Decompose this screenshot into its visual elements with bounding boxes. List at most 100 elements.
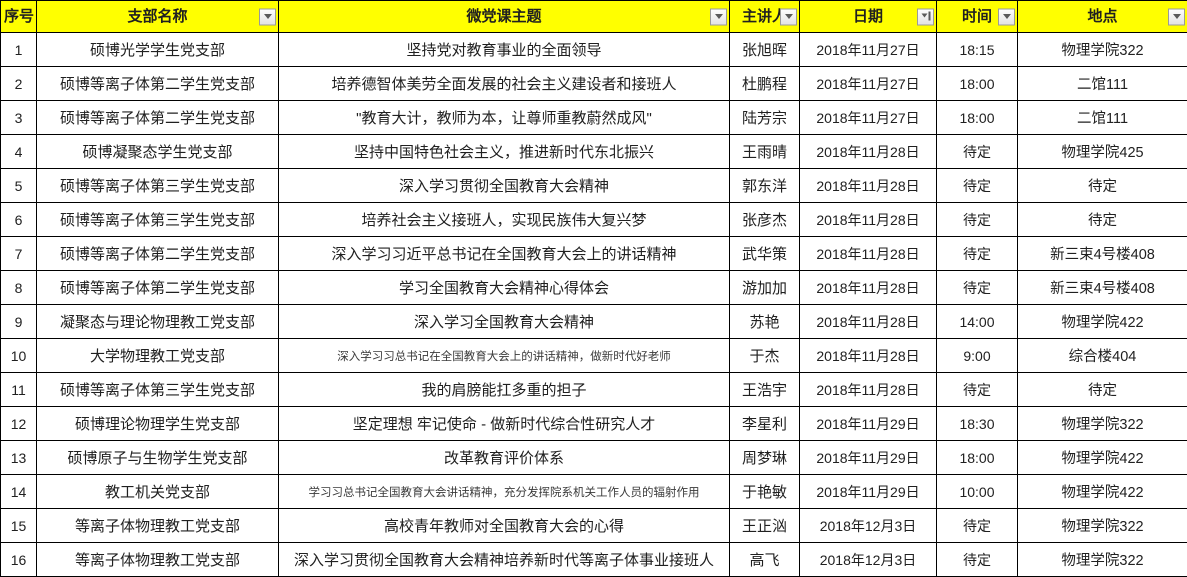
cell-time[interactable]: 10:00: [937, 475, 1018, 509]
cell-speaker[interactable]: 于艳敏: [730, 475, 800, 509]
cell-date[interactable]: 2018年12月3日: [800, 509, 937, 543]
cell-index[interactable]: 4: [1, 135, 37, 169]
cell-date[interactable]: 2018年11月29日: [800, 441, 937, 475]
cell-time[interactable]: 18:00: [937, 101, 1018, 135]
cell-index[interactable]: 12: [1, 407, 37, 441]
cell-topic[interactable]: 高校青年教师对全国教育大会的心得: [279, 509, 730, 543]
cell-date[interactable]: 2018年12月3日: [800, 543, 937, 577]
cell-topic[interactable]: 深入学习习近平总书记在全国教育大会上的讲话精神: [279, 237, 730, 271]
cell-topic[interactable]: "教育大计，教师为本，让尊师重教蔚然成风": [279, 101, 730, 135]
cell-place[interactable]: 物理学院322: [1018, 33, 1187, 67]
cell-place[interactable]: 二馆111: [1018, 101, 1187, 135]
cell-topic[interactable]: 培养德智体美劳全面发展的社会主义建设者和接班人: [279, 67, 730, 101]
cell-index[interactable]: 6: [1, 203, 37, 237]
cell-branch[interactable]: 大学物理教工党支部: [37, 339, 279, 373]
column-header-branch[interactable]: 支部名称: [37, 1, 279, 33]
cell-date[interactable]: 2018年11月28日: [800, 169, 937, 203]
cell-date[interactable]: 2018年11月28日: [800, 135, 937, 169]
cell-topic[interactable]: 坚持党对教育事业的全面领导: [279, 33, 730, 67]
cell-speaker[interactable]: 王雨晴: [730, 135, 800, 169]
cell-place[interactable]: 物理学院425: [1018, 135, 1187, 169]
cell-speaker[interactable]: 张彦杰: [730, 203, 800, 237]
cell-date[interactable]: 2018年11月28日: [800, 305, 937, 339]
cell-branch[interactable]: 硕博光学学生党支部: [37, 33, 279, 67]
cell-index[interactable]: 9: [1, 305, 37, 339]
cell-speaker[interactable]: 周梦琳: [730, 441, 800, 475]
cell-time[interactable]: 待定: [937, 237, 1018, 271]
cell-index[interactable]: 7: [1, 237, 37, 271]
cell-speaker[interactable]: 郭东洋: [730, 169, 800, 203]
cell-time[interactable]: 待定: [937, 135, 1018, 169]
cell-speaker[interactable]: 李星利: [730, 407, 800, 441]
cell-branch[interactable]: 教工机关党支部: [37, 475, 279, 509]
column-header-index[interactable]: 序号: [1, 1, 37, 33]
cell-topic[interactable]: 学习习总书记全国教育大会讲话精神，充分发挥院系机关工作人员的辐射作用: [279, 475, 730, 509]
cell-speaker[interactable]: 高飞: [730, 543, 800, 577]
cell-index[interactable]: 1: [1, 33, 37, 67]
cell-branch[interactable]: 硕博等离子体第二学生党支部: [37, 237, 279, 271]
cell-speaker[interactable]: 武华策: [730, 237, 800, 271]
cell-speaker[interactable]: 张旭晖: [730, 33, 800, 67]
cell-speaker[interactable]: 王正汹: [730, 509, 800, 543]
cell-index[interactable]: 8: [1, 271, 37, 305]
cell-speaker[interactable]: 陆芳宗: [730, 101, 800, 135]
cell-branch[interactable]: 硕博等离子体第三学生党支部: [37, 373, 279, 407]
filter-dropdown-icon-time[interactable]: [998, 8, 1015, 25]
cell-time[interactable]: 18:15: [937, 33, 1018, 67]
cell-place[interactable]: 二馆111: [1018, 67, 1187, 101]
filter-dropdown-icon-topic[interactable]: [710, 8, 727, 25]
column-header-speaker[interactable]: 主讲人: [730, 1, 800, 33]
cell-place[interactable]: 新三束4号楼408: [1018, 237, 1187, 271]
cell-index[interactable]: 2: [1, 67, 37, 101]
cell-topic[interactable]: 坚持中国特色社会主义，推进新时代东北振兴: [279, 135, 730, 169]
cell-branch[interactable]: 凝聚态与理论物理教工党支部: [37, 305, 279, 339]
cell-index[interactable]: 3: [1, 101, 37, 135]
filter-dropdown-icon-speaker[interactable]: [780, 8, 797, 25]
cell-date[interactable]: 2018年11月28日: [800, 237, 937, 271]
cell-speaker[interactable]: 杜鹏程: [730, 67, 800, 101]
cell-topic[interactable]: 深入学习贯彻全国教育大会精神培养新时代等离子体事业接班人: [279, 543, 730, 577]
cell-branch[interactable]: 硕博凝聚态学生党支部: [37, 135, 279, 169]
column-header-date[interactable]: 日期: [800, 1, 937, 33]
cell-speaker[interactable]: 于杰: [730, 339, 800, 373]
column-header-time[interactable]: 时间: [937, 1, 1018, 33]
cell-branch[interactable]: 等离子体物理教工党支部: [37, 543, 279, 577]
cell-index[interactable]: 16: [1, 543, 37, 577]
cell-date[interactable]: 2018年11月29日: [800, 407, 937, 441]
cell-date[interactable]: 2018年11月28日: [800, 373, 937, 407]
cell-date[interactable]: 2018年11月28日: [800, 339, 937, 373]
cell-branch[interactable]: 硕博理论物理学生党支部: [37, 407, 279, 441]
cell-speaker[interactable]: 苏艳: [730, 305, 800, 339]
cell-place[interactable]: 综合楼404: [1018, 339, 1187, 373]
cell-speaker[interactable]: 游加加: [730, 271, 800, 305]
filter-sorted-icon-date[interactable]: [917, 8, 934, 25]
cell-place[interactable]: 待定: [1018, 203, 1187, 237]
cell-time[interactable]: 待定: [937, 203, 1018, 237]
cell-branch[interactable]: 硕博等离子体第三学生党支部: [37, 203, 279, 237]
cell-place[interactable]: 待定: [1018, 373, 1187, 407]
cell-index[interactable]: 11: [1, 373, 37, 407]
cell-time[interactable]: 待定: [937, 373, 1018, 407]
cell-topic[interactable]: 深入学习习总书记在全国教育大会上的讲话精神，做新时代好老师: [279, 339, 730, 373]
cell-branch[interactable]: 硕博原子与生物学生党支部: [37, 441, 279, 475]
column-header-place[interactable]: 地点: [1018, 1, 1187, 33]
cell-topic[interactable]: 改革教育评价体系: [279, 441, 730, 475]
cell-time[interactable]: 9:00: [937, 339, 1018, 373]
cell-time[interactable]: 14:00: [937, 305, 1018, 339]
cell-branch[interactable]: 硕博等离子体第二学生党支部: [37, 67, 279, 101]
cell-topic[interactable]: 学习全国教育大会精神心得体会: [279, 271, 730, 305]
filter-dropdown-icon-place[interactable]: [1168, 8, 1185, 25]
cell-date[interactable]: 2018年11月27日: [800, 101, 937, 135]
cell-branch[interactable]: 硕博等离子体第二学生党支部: [37, 271, 279, 305]
